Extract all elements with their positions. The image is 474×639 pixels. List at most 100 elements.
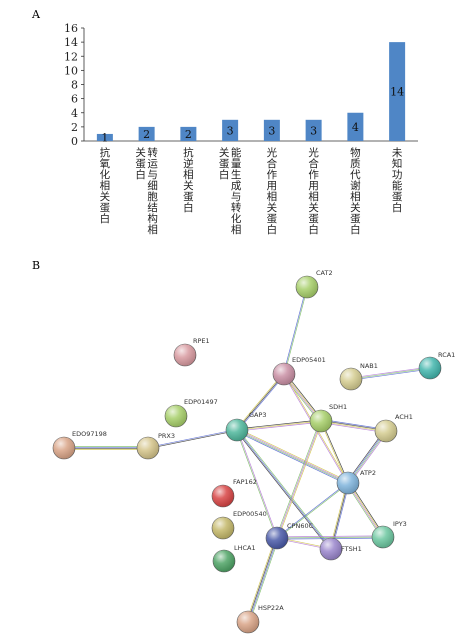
category-label-char: 关 bbox=[100, 190, 111, 203]
network-edge-strand bbox=[147, 429, 237, 448]
category-label-char: 蛋 bbox=[350, 213, 361, 225]
category-label-line: 转运与细胞结构相 bbox=[147, 146, 158, 236]
category-label-char: 作 bbox=[267, 169, 278, 181]
network-edge-strand bbox=[330, 482, 349, 550]
network-edge bbox=[236, 429, 278, 539]
bar bbox=[180, 126, 197, 141]
category-label-char: 光 bbox=[308, 146, 319, 159]
bar-value-label: 2 bbox=[185, 128, 192, 141]
network-node: NAB1 bbox=[339, 362, 378, 391]
category-label-char: 转 bbox=[147, 146, 158, 159]
network-node: SDH1 bbox=[309, 403, 347, 433]
network-edge-strand bbox=[237, 428, 349, 482]
bar bbox=[389, 42, 406, 141]
network-edge-strand bbox=[236, 430, 277, 539]
network-edge bbox=[236, 419, 322, 432]
network-edge-strand bbox=[277, 483, 349, 539]
network-node: ATP2 bbox=[336, 469, 376, 495]
category-label-char: 与 bbox=[147, 169, 158, 181]
network-node: EDP05401 bbox=[272, 356, 326, 386]
category-label-char: 白 bbox=[183, 201, 194, 214]
network-edge bbox=[246, 537, 279, 623]
network-edge-strand bbox=[249, 538, 279, 623]
y-tick-label: 0 bbox=[71, 135, 78, 148]
category-label-char: 白 bbox=[100, 212, 111, 225]
y-tick-label: 6 bbox=[71, 93, 78, 106]
network-edge-strand bbox=[283, 286, 307, 374]
bar bbox=[222, 119, 239, 141]
category-label-char: 转 bbox=[231, 201, 242, 214]
network-node-label: GAP3 bbox=[249, 411, 267, 419]
category-label-char: 谢 bbox=[350, 179, 361, 192]
category-label-char: 白 bbox=[392, 201, 403, 214]
category-label-char: 关 bbox=[308, 201, 319, 214]
network-node-sheen bbox=[212, 517, 234, 539]
network-node-sheen bbox=[137, 437, 159, 459]
category-label-char: 未 bbox=[392, 147, 403, 159]
network-node-sheen bbox=[237, 611, 259, 633]
category-label-char: 胞 bbox=[147, 191, 158, 203]
network-edge bbox=[275, 420, 323, 539]
category-label-char: 能 bbox=[392, 179, 403, 192]
category-label-char: 蛋 bbox=[219, 158, 230, 170]
bar-value-label: 2 bbox=[143, 128, 150, 141]
network-node-label: PRX3 bbox=[158, 432, 175, 440]
network-edge-strand bbox=[351, 368, 431, 381]
category-label: 光合作用相关蛋白 bbox=[308, 146, 319, 236]
network-edge bbox=[235, 373, 286, 431]
category-label-char: 抗 bbox=[183, 146, 194, 159]
category-label-char: 关 bbox=[350, 201, 361, 214]
network-node: ACH1 bbox=[374, 413, 413, 443]
network-node-sheen bbox=[226, 419, 248, 441]
network-node-sheen bbox=[165, 405, 187, 427]
panel-a-label: A bbox=[31, 8, 41, 21]
bar-value-label: 3 bbox=[268, 124, 275, 137]
bar-value-label: 14 bbox=[390, 86, 404, 99]
category-label-line: 抗逆相关蛋白 bbox=[183, 146, 194, 214]
network-node-label: EDP01497 bbox=[184, 398, 218, 406]
network-edge-strand bbox=[237, 429, 333, 549]
category-label-char: 细 bbox=[147, 179, 158, 192]
network-node-label: RCA1 bbox=[438, 351, 455, 359]
network-node: RPE1 bbox=[173, 337, 210, 367]
network-node-sheen bbox=[372, 526, 394, 548]
network-edges bbox=[64, 286, 431, 623]
network-edge-strand bbox=[276, 536, 384, 539]
network-edge-strand bbox=[237, 429, 349, 483]
category-label-char: 用 bbox=[308, 180, 319, 192]
network-node-label: SDH1 bbox=[329, 403, 347, 411]
network-node-label: NAB1 bbox=[360, 362, 378, 370]
network-edge-strand bbox=[236, 419, 321, 430]
category-label-char: 质 bbox=[350, 158, 361, 170]
category-label-char: 物 bbox=[350, 146, 361, 159]
network-node-sheen bbox=[340, 368, 362, 390]
network-edge-strand bbox=[276, 420, 322, 539]
bar-value-label: 1 bbox=[101, 131, 108, 144]
panel-b-label: B bbox=[32, 259, 40, 272]
category-label-char: 白 bbox=[267, 223, 278, 236]
network-node-sheen bbox=[310, 410, 332, 432]
category-label-char: 量 bbox=[231, 158, 242, 170]
category-label-char: 合 bbox=[267, 157, 278, 170]
category-label-char: 关 bbox=[183, 179, 194, 192]
network-node: LHCA1 bbox=[212, 544, 256, 573]
category-label-char: 白 bbox=[308, 223, 319, 236]
network-node: GAP3 bbox=[225, 411, 267, 442]
category-label-char: 相 bbox=[267, 190, 278, 203]
category-label-char: 化 bbox=[231, 212, 242, 225]
category-label-char: 生 bbox=[231, 168, 242, 181]
chart-category-labels: 抗氧化相关蛋白转运与细胞结构相关蛋白抗逆相关蛋白能量生成与转化相关蛋白光合作用相… bbox=[100, 146, 403, 236]
network-edge-strand bbox=[235, 373, 284, 430]
category-label-char: 抗 bbox=[100, 146, 111, 159]
category-label-char: 关 bbox=[219, 146, 230, 159]
y-tick-label: 14 bbox=[64, 36, 78, 49]
category-label-char: 蛋 bbox=[183, 191, 194, 203]
bar bbox=[347, 112, 364, 141]
y-tick-label: 12 bbox=[64, 50, 78, 63]
bar-value-label: 4 bbox=[352, 121, 359, 134]
category-label-char: 知 bbox=[392, 157, 403, 170]
category-label-char: 相 bbox=[308, 190, 319, 203]
